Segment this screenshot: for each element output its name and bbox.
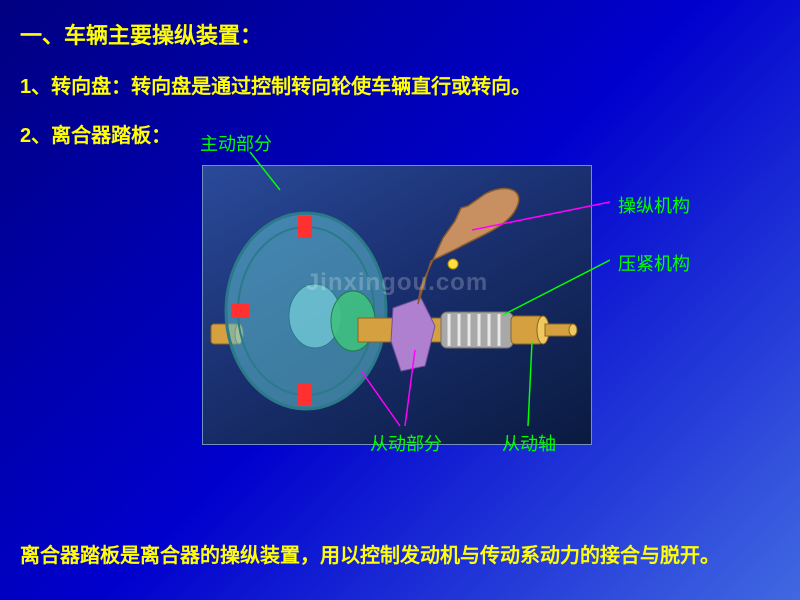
label-pressing-mech: 压紧机构 xyxy=(618,250,690,276)
control-lever xyxy=(418,189,519,304)
label-driven-part: 从动部分 xyxy=(370,430,442,456)
item-1: 1、转向盘：转向盘是通过控制转向轮使车辆直行或转向。 xyxy=(0,60,800,109)
footer-text: 离合器踏板是离合器的操纵装置，用以控制发动机与传动系动力的接合与脱开。 xyxy=(20,540,780,572)
item-1-desc: 转向盘是通过控制转向轮使车辆直行或转向。 xyxy=(131,76,531,98)
driven-shaft-body xyxy=(358,312,577,348)
compression-spring xyxy=(441,312,513,348)
label-driven-shaft: 从动轴 xyxy=(502,430,556,456)
item-1-label: 1、转向盘： xyxy=(20,76,131,98)
diagram-background: Jinxingou.com xyxy=(202,165,592,445)
flywheel-disc xyxy=(226,213,386,409)
label-driving-part: 主动部分 xyxy=(200,130,272,156)
clutch-diagram: Jinxingou.com 主动部分 操纵机构 压紧机构 从动部分 从动轴 xyxy=(190,130,610,450)
clutch-svg xyxy=(203,166,593,446)
section-heading: 一、车辆主要操纵装置： xyxy=(0,0,800,60)
release-fork xyxy=(391,298,435,371)
label-control-mech: 操纵机构 xyxy=(618,192,690,218)
